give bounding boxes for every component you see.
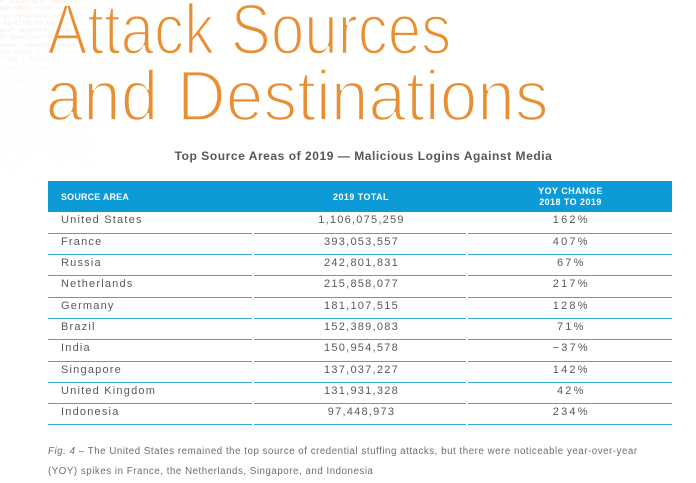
svg-text:and Destinations: and Destinations: [46, 56, 549, 136]
svg-text:Attack Sources: Attack Sources: [47, 0, 451, 70]
